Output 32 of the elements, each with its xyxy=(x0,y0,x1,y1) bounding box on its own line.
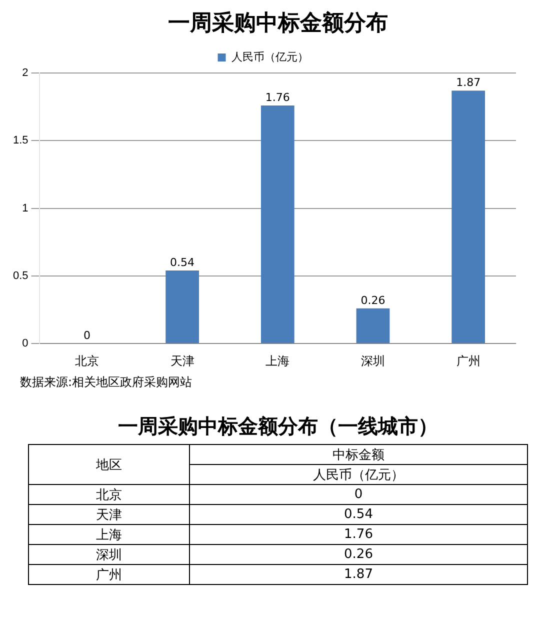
category-label: 天津 xyxy=(96,508,122,522)
data-label: 0 xyxy=(83,328,90,342)
text: 一周采购中标金额分布（一线城市） xyxy=(117,413,439,440)
y-tick-label: 0.5 xyxy=(12,270,28,282)
chart-title: 一周采购中标金额分布 xyxy=(167,9,389,38)
text: 1.87 xyxy=(344,567,373,582)
category-label: 广州 xyxy=(96,568,122,582)
data-label: 0.54 xyxy=(170,256,195,269)
category-label: 北京 xyxy=(96,488,122,502)
y-tick-label: 1.5 xyxy=(12,134,28,147)
text: 1.76 xyxy=(344,527,373,542)
text: 人民币（亿元） xyxy=(313,468,404,482)
y-tick-label: 2 xyxy=(22,67,28,80)
source-note: 数据来源:相关地区政府采购网站 xyxy=(20,374,194,391)
legend-label: 人民币（亿元） xyxy=(231,50,308,64)
category-label: 深圳 xyxy=(96,548,122,562)
data-label: 1.76 xyxy=(265,90,290,104)
text: 0.54 xyxy=(344,507,373,522)
x-tick-label: 上海 xyxy=(266,354,290,368)
data-label: 0.26 xyxy=(360,294,386,307)
category-label: 上海 xyxy=(96,528,122,542)
y-tick-label: 1 xyxy=(22,202,28,214)
x-tick-label: 深圳 xyxy=(360,354,385,368)
text: 中标金额 xyxy=(190,444,528,464)
x-tick-label: 北京 xyxy=(74,354,99,368)
text: 地区 xyxy=(28,444,190,484)
x-tick-label: 广州 xyxy=(456,354,480,368)
text: 0.26 xyxy=(344,547,373,562)
data-label: 1.87 xyxy=(456,76,481,89)
x-tick-label: 天津 xyxy=(170,354,194,368)
text: 0 xyxy=(354,487,363,502)
y-tick-label: 0 xyxy=(22,338,28,350)
